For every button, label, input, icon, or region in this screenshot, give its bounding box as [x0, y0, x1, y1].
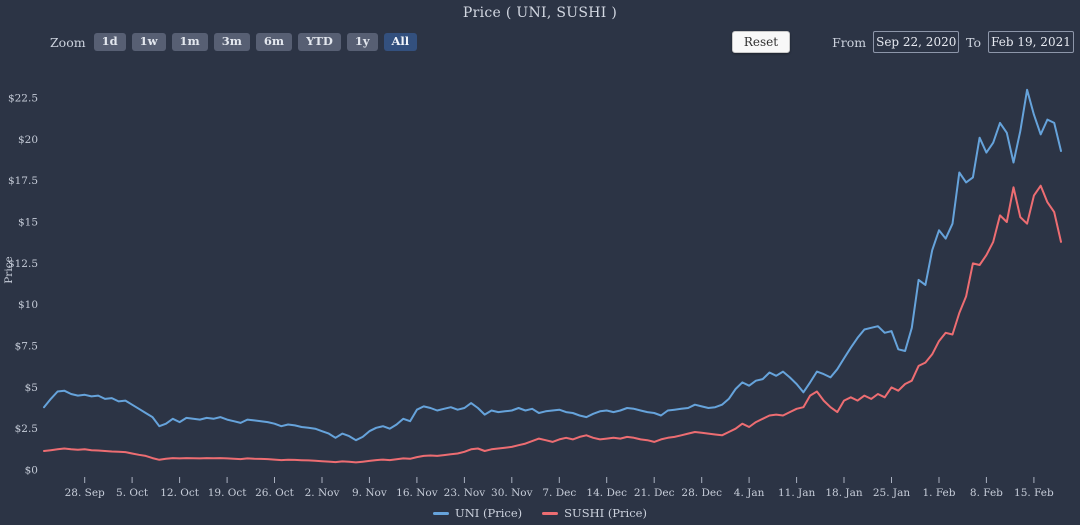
range-button-1y[interactable]: 1y: [346, 33, 378, 51]
x-axis-tick-label: 12. Oct: [160, 487, 200, 499]
x-axis-tick-label: 1. Feb: [922, 487, 955, 499]
range-button-ytd[interactable]: YTD: [298, 33, 341, 51]
range-buttons: 1d 1w 1m 3m 6m YTD 1y All: [93, 33, 418, 51]
x-axis-tick-label: 9. Nov: [352, 487, 387, 499]
y-axis-tick-label: $15: [18, 217, 38, 229]
x-axis-tick-label: 11. Jan: [778, 487, 816, 499]
range-button-1d[interactable]: 1d: [93, 33, 126, 51]
legend-item-sushi[interactable]: SUSHI (Price): [542, 506, 647, 520]
x-axis-tick-label: 5. Oct: [116, 487, 149, 499]
chart-title: Price ( UNI, SUSHI ): [462, 5, 618, 21]
sushi-legend-swatch: [542, 511, 559, 515]
x-axis-tick-label: 23. Nov: [444, 487, 486, 499]
range-button-6m[interactable]: 6m: [255, 33, 293, 51]
x-axis-tick-label: 7. Dec: [542, 487, 576, 499]
x-axis-tick-label: 26. Oct: [255, 487, 295, 499]
range-button-3m[interactable]: 3m: [213, 33, 250, 51]
zoom-range-group: Zoom 1d 1w 1m 3m 6m YTD 1y All: [50, 33, 418, 51]
x-axis-tick-label: 30. Nov: [491, 487, 533, 499]
y-axis-tick-label: $7.5: [15, 341, 38, 353]
y-axis: $0 $2.5 $5 $7.5 $10 $12.5 $15 $17.5 $20 $22.5: [8, 93, 38, 477]
y-axis-tick-label: $2.5: [15, 423, 38, 435]
x-axis-tick-label: 2. Nov: [305, 487, 340, 499]
range-button-all[interactable]: All: [383, 33, 418, 51]
x-axis-tick-label: 14. Dec: [586, 487, 627, 499]
range-button-1m[interactable]: 1m: [171, 33, 208, 51]
reset-button[interactable]: Reset: [731, 31, 791, 53]
x-axis-tick-label: 21. Dec: [634, 487, 675, 499]
x-axis-tick-label: 4. Jan: [734, 487, 765, 499]
chart-legend: UNI (Price) SUSHI (Price): [0, 506, 1080, 520]
x-axis-tick-label: 16. Nov: [396, 487, 438, 499]
legend-item-uni[interactable]: UNI (Price): [433, 506, 522, 520]
y-axis-tick-label: $5: [25, 382, 38, 394]
uni-price-line[interactable]: [43, 88, 1062, 442]
y-axis-tick-label: $0: [25, 465, 38, 477]
y-axis-tick-label: $22.5: [8, 93, 38, 105]
uni-legend-label: UNI (Price): [455, 506, 523, 520]
sushi-legend-label: SUSHI (Price): [564, 506, 647, 520]
chart-toolbar: Zoom 1d 1w 1m 3m 6m YTD 1y All Reset From To: [50, 30, 1074, 54]
sushi-price-line[interactable]: [43, 184, 1062, 464]
from-to-group: From To: [832, 31, 1074, 53]
uni-legend-swatch: [433, 511, 450, 515]
y-axis-tick-label: $10: [18, 299, 38, 311]
to-date-input[interactable]: [988, 31, 1074, 53]
x-axis-tick-label: 25. Jan: [873, 487, 911, 499]
y-axis-tick-label: $20: [18, 134, 38, 146]
y-axis-tick-label: $17.5: [8, 175, 38, 187]
x-axis-tick-label: 28. Dec: [681, 487, 722, 499]
date-range-controls: Reset From To: [731, 31, 1074, 53]
x-axis: 28. Sep 5. Oct 12. Oct 19. Oct 26. Oct 2. Nov…: [65, 477, 1054, 499]
y-axis-tick-label: $12.5: [8, 258, 38, 270]
x-axis-tick-label: 18. Jan: [825, 487, 863, 499]
to-label: To: [966, 34, 981, 50]
x-axis-tick-label: 28. Sep: [65, 487, 105, 499]
x-axis-tick-label: 19. Oct: [208, 487, 248, 499]
y-axis-title: Price: [3, 256, 15, 284]
x-axis-tick-label: 8. Feb: [970, 487, 1003, 499]
from-label: From: [832, 34, 867, 50]
from-date-input[interactable]: [873, 31, 960, 53]
range-button-1w[interactable]: 1w: [131, 33, 166, 51]
zoom-label: Zoom: [50, 34, 86, 50]
x-axis-tick-label: 15. Feb: [1014, 487, 1054, 499]
